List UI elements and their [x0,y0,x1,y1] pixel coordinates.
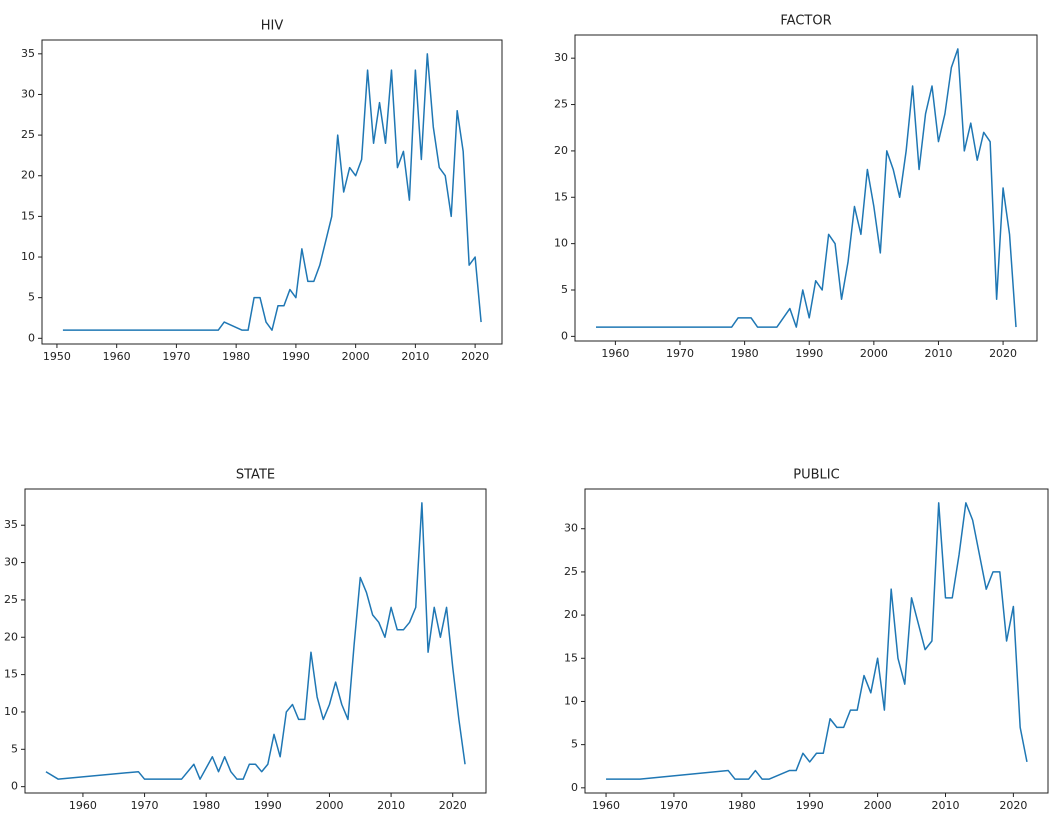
y-tick-label: 0 [561,329,568,342]
y-tick-label: 35 [4,518,18,531]
x-tick-label: 1960 [601,347,629,360]
data-line [606,502,1028,780]
x-tick-label: 1980 [192,799,220,812]
x-tick-label: 1990 [796,799,824,812]
y-tick-label: 30 [4,556,18,569]
y-tick-label: 25 [564,565,578,578]
x-tick-label: 1990 [254,799,282,812]
y-tick-label: 20 [554,144,568,157]
plot-frame [24,488,487,794]
y-tick-label: 20 [4,630,18,643]
data-line [45,502,466,780]
y-tick-label: 5 [561,283,568,296]
y-tick-label: 25 [4,593,18,606]
chart-title: HIV [261,19,284,34]
y-tick-label: 25 [554,98,568,111]
y-tick-label: 15 [564,651,578,664]
x-tick-label: 1960 [69,799,97,812]
plot-frame [41,39,503,345]
plot-frame [584,488,1049,794]
x-tick-label: 2000 [315,799,343,812]
chart-title: FACTOR [780,14,831,29]
y-tick-label: 15 [4,668,18,681]
x-tick-label: 2020 [989,347,1017,360]
chart-title: PUBLIC [793,468,839,483]
plot-frame [574,34,1038,342]
x-tick-label: 1980 [731,347,759,360]
y-tick-label: 10 [4,705,18,718]
y-tick-label: 10 [554,237,568,250]
x-tick-label: 1970 [660,799,688,812]
y-tick-label: 10 [564,694,578,707]
x-tick-label: 2010 [924,347,952,360]
x-tick-label: 1980 [222,350,250,363]
x-tick-label: 1990 [282,350,310,363]
y-tick-label: 25 [21,128,35,141]
y-tick-label: 0 [571,781,578,794]
y-tick-label: 5 [28,291,35,304]
chart-title: STATE [236,468,275,483]
y-tick-label: 30 [21,87,35,100]
x-tick-label: 2020 [999,799,1027,812]
x-tick-label: 2020 [439,799,467,812]
x-tick-label: 2000 [860,347,888,360]
x-tick-label: 2010 [401,350,429,363]
x-tick-label: 1960 [103,350,131,363]
data-line [596,48,1017,328]
y-tick-label: 15 [554,190,568,203]
y-tick-label: 20 [564,608,578,621]
y-tick-label: 0 [11,780,18,793]
x-tick-label: 2000 [342,350,370,363]
x-tick-label: 2010 [377,799,405,812]
y-tick-label: 5 [11,742,18,755]
x-tick-label: 1980 [728,799,756,812]
y-tick-label: 20 [21,169,35,182]
y-tick-label: 35 [21,47,35,60]
x-tick-label: 2020 [461,350,489,363]
y-tick-label: 0 [28,331,35,344]
x-tick-label: 1960 [592,799,620,812]
x-tick-label: 1990 [795,347,823,360]
x-tick-label: 2000 [864,799,892,812]
x-tick-label: 1950 [43,350,71,363]
y-tick-label: 15 [21,209,35,222]
y-tick-label: 30 [554,51,568,64]
data-line [62,53,482,331]
x-tick-label: 1970 [131,799,159,812]
y-tick-label: 5 [571,738,578,751]
y-tick-label: 10 [21,250,35,263]
x-tick-label: 2010 [931,799,959,812]
y-tick-label: 30 [564,522,578,535]
x-tick-label: 1970 [162,350,190,363]
x-tick-label: 1970 [666,347,694,360]
